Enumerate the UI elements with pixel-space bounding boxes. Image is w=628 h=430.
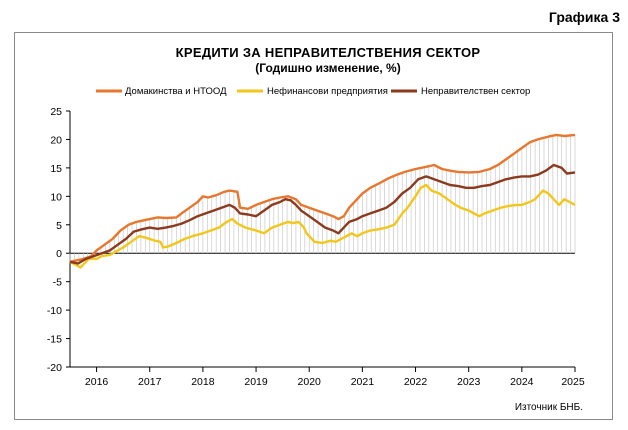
chart-frame: КРЕДИТИ ЗА НЕПРАВИТЕЛСТВЕНИЯ СЕКТОР (Год… <box>14 32 613 420</box>
x-tick-label: 2017 <box>138 376 162 388</box>
series-line-households <box>69 133 576 263</box>
x-tick-label: 2016 <box>85 376 109 388</box>
x-tick-label: 2022 <box>404 376 428 388</box>
x-tick-label: 2024 <box>510 376 534 388</box>
legend-label-nonfinancial-corporations: Нефинансови предприятия <box>267 86 388 97</box>
y-tick-label: 5 <box>56 220 62 232</box>
x-tick-label: 2021 <box>351 376 375 388</box>
series-lines <box>69 133 576 269</box>
x-tick-label: 2020 <box>298 376 322 388</box>
legend-label-nongovernment-sector: Неправителствен сектор <box>421 86 530 97</box>
y-tick-label: -10 <box>47 305 62 317</box>
x-tick-label: 2018 <box>191 376 215 388</box>
legend-label-households: Домакинства и НТООД <box>125 86 227 97</box>
line-chart: КРЕДИТИ ЗА НЕПРАВИТЕЛСТВЕНИЯ СЕКТОР (Год… <box>47 45 585 413</box>
y-tick-label: 10 <box>50 191 62 203</box>
figure-number-label: Графика 3 <box>548 9 620 25</box>
x-tick-label: 2023 <box>457 376 481 388</box>
y-tick-label: 20 <box>50 134 62 146</box>
y-tick-label: 15 <box>50 163 62 175</box>
chart-title: КРЕДИТИ ЗА НЕПРАВИТЕЛСТВЕНИЯ СЕКТОР <box>176 45 481 60</box>
series-line-nonfinancial-corporations <box>69 183 576 269</box>
x-axis: 2016 2017 2018 2019 2020 2021 2022 2023 2024 2025 <box>70 252 585 388</box>
source-note: Източник БНБ. <box>515 402 583 413</box>
y-tick-label: -5 <box>53 277 62 289</box>
y-tick-label: -15 <box>47 334 62 346</box>
y-tick-label: 0 <box>56 248 62 260</box>
legend: Домакинства и НТООД Нефинансови предприя… <box>96 86 530 97</box>
x-tick-label: 2025 <box>561 376 585 388</box>
chart-subtitle: (Годишно изменение, %) <box>255 61 400 75</box>
x-tick-label: 2019 <box>244 376 268 388</box>
y-tick-label: 25 <box>50 106 62 118</box>
y-axis: 25 20 15 10 5 0 -5 -10 -15 -20 <box>47 106 71 374</box>
y-tick-label: -20 <box>47 362 62 374</box>
series-line-nongovernment-sector <box>69 163 576 265</box>
